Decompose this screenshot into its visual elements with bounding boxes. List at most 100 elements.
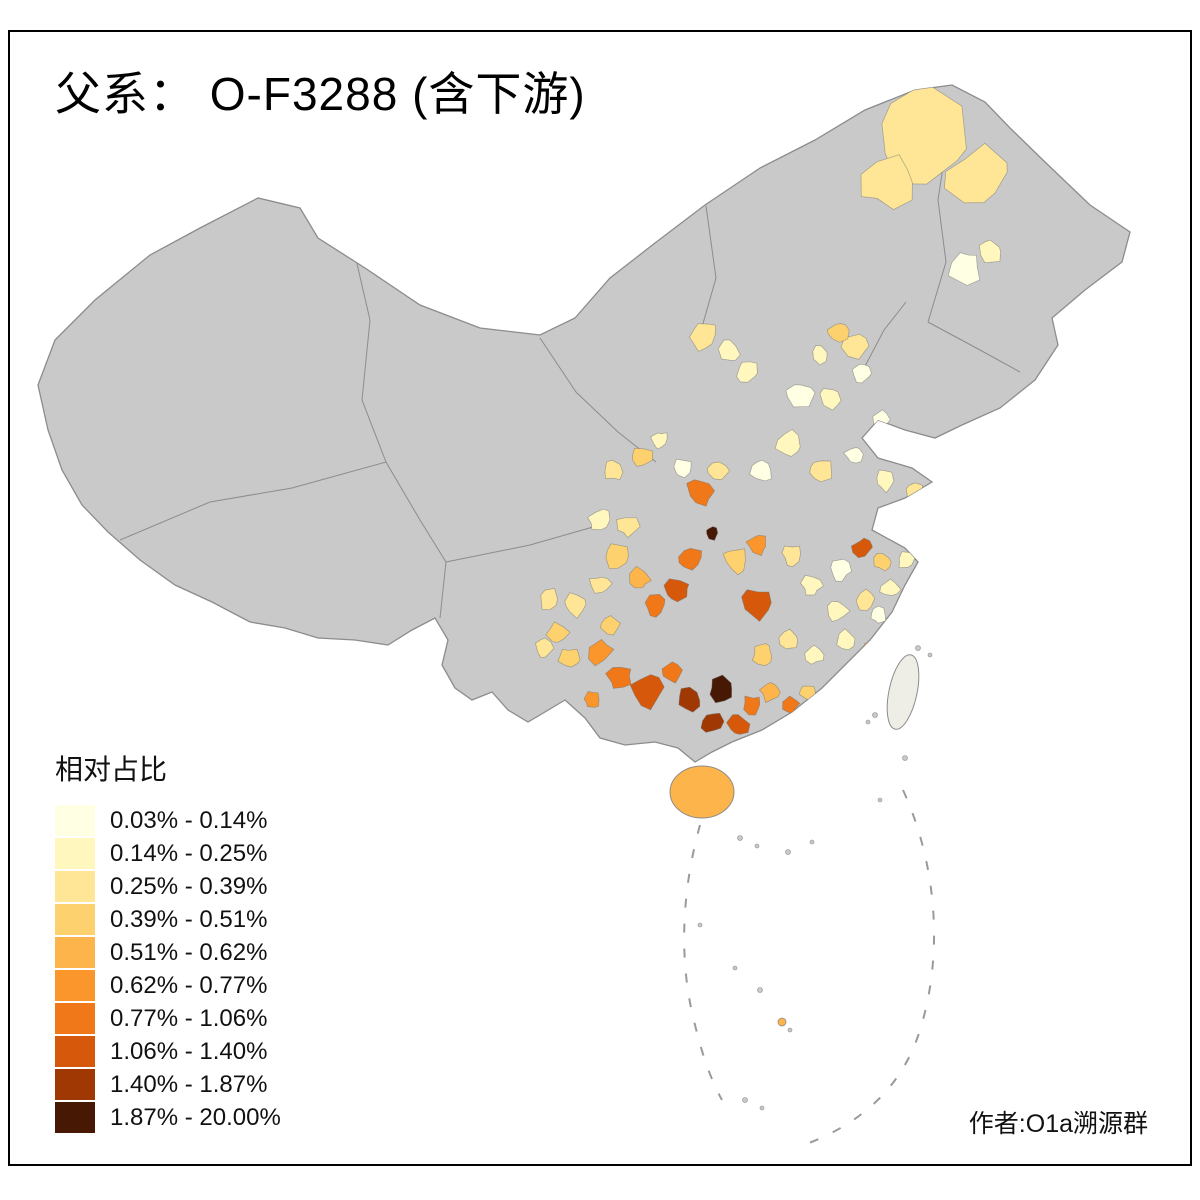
map-region [717,339,741,361]
map-region [736,361,758,383]
legend-title: 相对占比 [55,754,168,785]
map-region [605,543,629,570]
legend-color-swatch [55,1003,95,1034]
map-region [778,628,798,650]
map-region [947,252,981,286]
map-region [751,643,772,667]
map-region [842,447,864,464]
map-region [689,323,717,352]
legend-item: 0.51% - 0.62% [55,936,281,969]
choropleth-regions [534,85,1008,735]
map-region [722,548,746,576]
map-region [836,628,856,651]
legend-color-swatch [55,1036,95,1067]
legend-item: 0.14% - 0.25% [55,837,281,870]
legend-range-label: 0.14% - 0.25% [110,839,268,867]
map-region [599,615,621,636]
legend-color-swatch [55,838,95,869]
legend-color-swatch [55,1069,95,1100]
legend-range-label: 0.25% - 0.39% [110,872,268,900]
map-region [583,690,600,708]
map-region [827,684,847,706]
map-region [896,523,914,542]
legend-range-label: 0.51% - 0.62% [110,938,268,966]
map-region [700,712,725,733]
legend-range-label: 0.77% - 1.06% [110,1004,268,1032]
legend-color-swatch [55,937,95,968]
legend-color-swatch [55,970,95,1001]
hainan-island [669,765,735,819]
map-region [632,447,654,467]
map-region [979,239,1001,264]
map-region [629,674,665,711]
legend-range-label: 1.06% - 1.40% [110,1037,268,1065]
map-region [540,588,558,611]
legend-item: 1.06% - 1.40% [55,1035,281,1068]
map-region [588,576,613,594]
map-region [678,548,702,571]
map-title: 父系： O-F3288 (含下游) [55,68,586,120]
map-region [826,323,850,343]
legend-item: 1.40% - 1.87% [55,1068,281,1101]
map-region [686,479,716,507]
map-region [804,644,825,665]
map-region [663,578,690,603]
island-region [777,1017,787,1027]
legend-rows: 0.03% - 0.14% 0.14% - 0.25% 0.25% - 0.39% 0… [55,804,281,1134]
map-region [587,508,611,531]
map-region [629,565,652,589]
map-region [650,432,668,450]
taiwan-island [886,654,920,730]
map-region [706,461,730,481]
map-region [604,459,624,481]
map-region [876,469,895,494]
map-region [873,553,892,572]
legend-color-swatch [55,871,95,902]
map-region [749,459,772,482]
map-region [545,621,571,643]
map-region [851,537,873,559]
map-region [774,429,801,457]
map-region [855,588,876,612]
legend-range-label: 1.40% - 1.87% [110,1070,268,1098]
legend-color-swatch [55,1102,95,1133]
map-region [743,695,761,716]
map-region [860,154,913,211]
legend-item: 0.25% - 0.39% [55,870,281,903]
map-region [557,649,581,668]
map-region [785,384,816,408]
legend-range-label: 0.39% - 0.51% [110,905,268,933]
map-region [809,460,833,483]
legend-range-label: 0.62% - 0.77% [110,971,268,999]
map-region [898,551,916,569]
map-region [709,674,733,704]
map-region [851,363,872,384]
legend-range-label: 1.87% - 20.00% [110,1103,281,1131]
map-region [879,578,902,596]
map-region [870,605,887,624]
south-china-sea-dash-line [683,789,936,1149]
map-region [726,714,751,735]
map-region [827,600,851,622]
map-region [840,333,870,360]
map-region [741,589,772,622]
map-region [706,526,719,541]
map-region [564,592,587,619]
map-region [605,667,632,689]
china-mainland-outline [37,84,1131,763]
map-region [758,682,781,704]
map-region [745,535,766,557]
legend: 相对占比 0.03% - 0.14% 0.14% - 0.25% 0.25% - 0… [55,748,281,1134]
legend-item: 0.03% - 0.14% [55,804,281,837]
small-islands [697,645,933,1111]
map-region [616,517,641,539]
province-boundaries [119,119,1021,619]
map-region [812,345,828,366]
legend-item: 0.62% - 0.77% [55,969,281,1002]
map-region [830,558,853,582]
legend-color-swatch [55,904,95,935]
map-region [588,638,615,667]
map-region [644,594,666,618]
map-region [678,686,701,713]
